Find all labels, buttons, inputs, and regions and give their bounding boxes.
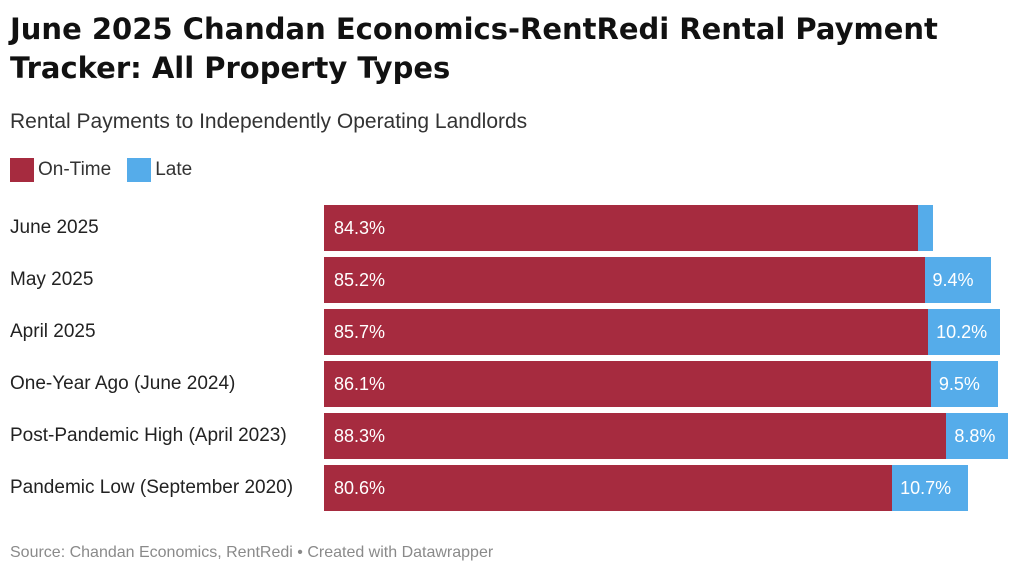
bar-on-time [324,309,929,355]
data-label-on-time: 85.2% [334,270,386,290]
legend-item-late: Late [127,158,192,182]
legend-swatch-late [127,158,152,182]
data-label-late: 9.4% [932,270,974,290]
legend-item-on-time: On-Time [10,158,111,182]
category-label: May 2025 [10,269,94,290]
data-label-on-time: 85.7% [334,322,386,342]
legend-label-late: Late [155,159,193,180]
bar-on-time [324,413,947,459]
category-label: June 2025 [10,217,99,238]
category-label: April 2025 [10,321,96,342]
data-label-on-time: 86.1% [334,374,386,394]
bar-late [930,361,998,407]
data-label-on-time: 84.3% [334,218,386,238]
data-label-on-time: 88.3% [334,426,386,446]
bar-late [946,413,1009,459]
data-label-on-time: 80.6% [334,478,386,498]
bar-on-time [324,465,893,511]
bar-late [918,205,933,251]
bar-late [924,257,991,303]
chart-subtitle: Rental Payments to Independently Operati… [10,110,528,133]
legend-label-on-time: On-Time [38,159,112,180]
data-label-late: 9.5% [938,374,980,394]
category-label: Post-Pandemic High (April 2023) [10,425,287,446]
category-label: Pandemic Low (September 2020) [10,477,294,498]
bar-on-time [324,361,931,407]
stacked-bar-chart: June 2025 84.3% May 2025 85.2% 9.4% April 202… [0,200,1024,520]
data-label-late: 8.8% [954,426,996,446]
bar-late [892,465,968,511]
chart-title: June 2025 Chandan Economics-RentRedi Ren… [10,12,938,85]
category-label: One-Year Ago (June 2024) [10,373,236,394]
legend-swatch-on-time [10,158,34,182]
source-note: Source: Chandan Economics, RentRedi • Cr… [10,544,494,561]
bar-on-time [324,257,925,303]
data-label-late: 10.7% [900,478,952,498]
legend: On-Time Late [10,158,208,182]
bar-on-time [324,205,919,251]
bar-late [928,309,1000,355]
data-label-late: 10.2% [936,322,988,342]
